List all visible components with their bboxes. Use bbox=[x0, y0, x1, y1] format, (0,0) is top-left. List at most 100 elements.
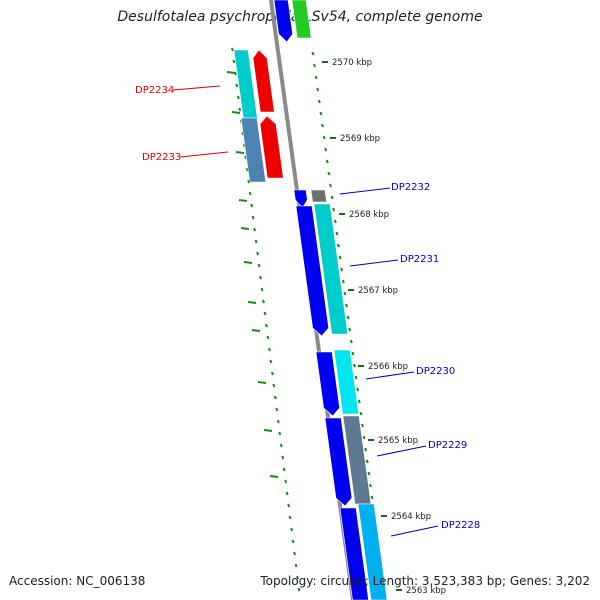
gc-dot-left bbox=[247, 179, 251, 184]
gc-dot-right bbox=[364, 447, 368, 452]
gene-labels: DP2234 DP2233 DP2232 DP2231 DP2230 DP2229 DP22… bbox=[135, 85, 480, 537]
gc-dot-right bbox=[327, 171, 331, 176]
gc-dot-left bbox=[294, 563, 298, 568]
gc-dot-right bbox=[345, 303, 348, 308]
gene-label: DP2231 bbox=[400, 254, 439, 265]
gc-dot-left bbox=[232, 59, 236, 64]
scale-tick-label: 2567 kbp bbox=[358, 286, 398, 296]
gc-dot-right bbox=[353, 363, 356, 368]
gc-dash bbox=[226, 71, 236, 74]
gc-dash bbox=[243, 261, 253, 264]
gene-leader-line bbox=[179, 151, 229, 158]
gene-feature-track bbox=[233, 0, 388, 600]
gc-dot-right bbox=[329, 183, 332, 188]
gc-dot-left bbox=[285, 491, 289, 496]
gc-dot-left bbox=[256, 251, 260, 256]
gc-dot-right bbox=[362, 435, 366, 440]
cds-block bbox=[293, 189, 308, 209]
gc-dot-left bbox=[293, 551, 297, 556]
gc-dot-right bbox=[324, 147, 328, 152]
cog-block bbox=[240, 117, 267, 183]
gc-dash bbox=[238, 199, 248, 202]
scale-tick-label: 2563 kbp bbox=[406, 586, 446, 596]
gc-dot-left bbox=[253, 227, 257, 232]
gc-dash bbox=[235, 151, 245, 154]
gc-dot-right bbox=[354, 375, 358, 380]
gene-leader-line bbox=[339, 187, 391, 195]
gc-dot-right bbox=[351, 351, 355, 356]
scale-tick-label: 2566 kbp bbox=[368, 362, 408, 372]
gc-dot-left bbox=[269, 359, 273, 364]
cds-block bbox=[295, 205, 329, 337]
gc-dot-left bbox=[260, 287, 264, 292]
scale-tick-label: 2564 kbp bbox=[391, 512, 431, 522]
gc-dot-left bbox=[267, 347, 271, 352]
accession-label: Accession: NC_006138 bbox=[9, 574, 146, 588]
gene-leader-line bbox=[349, 259, 399, 267]
gc-dot-left bbox=[278, 431, 282, 436]
gc-dot-left bbox=[284, 479, 288, 484]
gc-dot-left bbox=[259, 275, 262, 280]
gc-dot-left bbox=[250, 203, 254, 208]
gc-dot-left bbox=[279, 443, 283, 448]
gc-dot-left bbox=[263, 311, 267, 316]
gc-dot-left bbox=[257, 263, 261, 268]
gene-label: DP2233 bbox=[142, 152, 181, 163]
gc-dot-right bbox=[319, 111, 323, 116]
gene-leader-line bbox=[365, 371, 415, 380]
cds-block bbox=[315, 351, 340, 417]
cds-block bbox=[273, 0, 293, 43]
gc-dot-left bbox=[288, 515, 292, 520]
gc-dot-left bbox=[230, 47, 234, 52]
gc-dot-left bbox=[287, 503, 291, 508]
cog-block bbox=[313, 203, 349, 335]
gc-dash bbox=[257, 381, 267, 384]
gc-dot-left bbox=[244, 155, 248, 160]
gc-dot-right bbox=[349, 339, 353, 344]
gc-dot-left bbox=[245, 167, 249, 172]
gene-leader-line bbox=[376, 445, 427, 457]
cds-block bbox=[252, 49, 275, 113]
gc-dot-right bbox=[348, 327, 352, 332]
gc-dot-left bbox=[290, 527, 294, 532]
gc-dot-right bbox=[365, 459, 369, 464]
cds-block bbox=[339, 507, 369, 600]
gc-dash bbox=[231, 111, 241, 114]
gc-dot-right bbox=[369, 483, 372, 488]
scale-tick-label: 2570 kbp bbox=[332, 58, 372, 68]
gc-dot-left bbox=[291, 539, 295, 544]
gc-dot-left bbox=[265, 323, 268, 328]
gc-dot-left bbox=[276, 419, 280, 424]
gc-dot-right bbox=[321, 123, 324, 128]
gc-dot-right bbox=[317, 99, 321, 104]
gc-dot-right bbox=[314, 75, 318, 80]
gc-dot-left bbox=[275, 407, 279, 412]
scale-tick-label: 2569 kbp bbox=[340, 134, 380, 144]
gc-dot-right bbox=[337, 243, 340, 248]
gc-dot-right bbox=[313, 63, 316, 68]
gc-dot-right bbox=[357, 399, 361, 404]
gc-dot-right bbox=[316, 87, 320, 92]
gc-dot-right bbox=[330, 195, 334, 200]
gc-dot-right bbox=[343, 291, 347, 296]
gc-dot-right bbox=[333, 219, 337, 224]
gc-dot-left bbox=[236, 95, 240, 100]
gc-dot-left bbox=[262, 299, 265, 304]
gc-dot-left bbox=[282, 467, 286, 472]
gc-dot-right bbox=[367, 471, 371, 476]
gc-dot-left bbox=[296, 575, 299, 580]
gc-dot-left bbox=[297, 587, 301, 592]
cds-block bbox=[291, 0, 312, 39]
gc-dash bbox=[251, 329, 261, 332]
gc-dot-left bbox=[248, 191, 252, 196]
gc-dot-left bbox=[235, 83, 239, 88]
gc-dash bbox=[269, 475, 279, 478]
gc-dot-right bbox=[359, 411, 363, 416]
cds-block bbox=[324, 417, 353, 507]
gc-dot-right bbox=[322, 135, 326, 140]
gene-leader-line bbox=[390, 525, 439, 537]
gc-dot-right bbox=[346, 315, 350, 320]
gene-label: DP2234 bbox=[135, 85, 174, 96]
